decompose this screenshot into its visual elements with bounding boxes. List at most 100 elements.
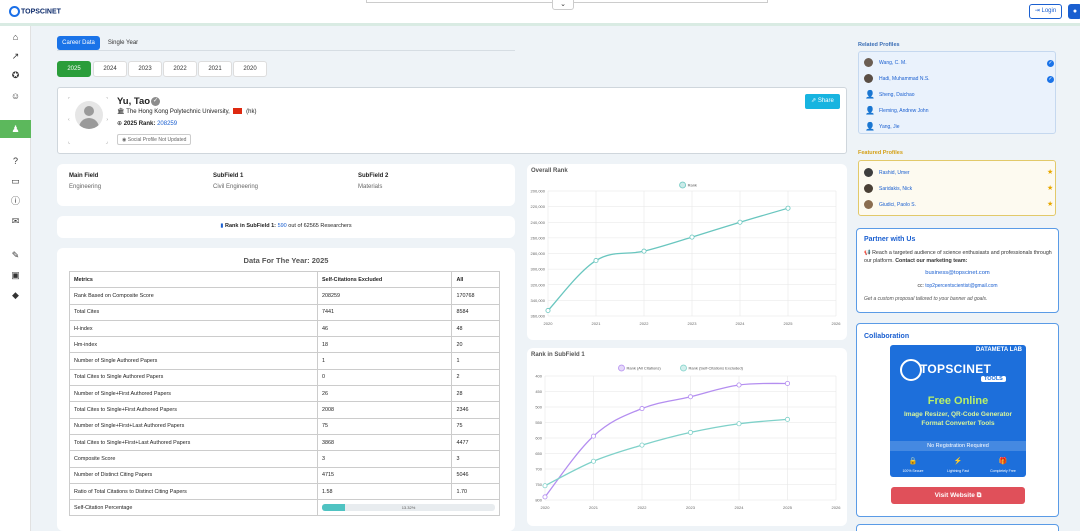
header-metrics: Metrics xyxy=(69,270,318,289)
star-icon: ★ xyxy=(1047,169,1054,176)
share-button[interactable]: ⇗ Share xyxy=(805,94,840,109)
all-value: 170768 xyxy=(451,287,500,305)
partner-email[interactable]: business@topscinet.com xyxy=(925,270,990,276)
fields-card: Main Field Engineering SubField 1 Civil … xyxy=(57,164,515,206)
related-profile-link[interactable]: Hadi, Muhammad N.S. xyxy=(879,76,930,82)
tab-career-data[interactable]: Career Data xyxy=(57,36,100,50)
avatar xyxy=(864,200,873,209)
table-row: Total Cites to Single+First Authored Pap… xyxy=(69,401,500,419)
year-button-2022[interactable]: 2022 xyxy=(163,61,197,77)
table-row: Total Cites 7441 8584 xyxy=(69,303,500,321)
legend-label: Rank (All Citations) xyxy=(627,366,662,371)
subfield1-label: SubField 1 xyxy=(213,173,244,179)
y-tick-label: 300,000 xyxy=(531,267,546,272)
related-profile-link[interactable]: Fleming, Andrew John xyxy=(879,108,929,114)
all-value: 28 xyxy=(451,385,500,403)
data-point xyxy=(542,483,548,489)
y-tick-label: 400 xyxy=(535,374,542,379)
year-button-2020[interactable]: 2020 xyxy=(233,61,267,77)
metric-name: Total Cites to Single+First+Last Authore… xyxy=(69,433,318,452)
avatar xyxy=(864,168,873,177)
promo-feature-1: 100% Secure xyxy=(902,469,924,473)
external-link-icon: ⧉ xyxy=(976,492,982,499)
promo-line2: Format Converter Tools xyxy=(921,420,995,427)
self-excluded-value: 1 xyxy=(316,352,453,370)
related-profiles-title: Related Profiles xyxy=(858,42,900,48)
year-button-2024[interactable]: 2024 xyxy=(93,61,127,77)
featured-profiles-box: Rashid, Umer ★ Saridakis, Nick ★ Giudici… xyxy=(858,160,1056,216)
chart-icon[interactable]: ↗ xyxy=(11,51,20,61)
year-button-2021[interactable]: 2021 xyxy=(198,61,232,77)
metric-name: Number of Single+First Authored Papers xyxy=(69,385,318,403)
promo-banner[interactable]: DATAMETA LAB TOPSCINET TOOLS Free Online… xyxy=(890,345,1026,477)
y-tick-label: 220,000 xyxy=(531,204,546,209)
x-tick-label: 2020 xyxy=(544,321,554,326)
help-icon[interactable]: ? xyxy=(12,156,18,166)
user-icon[interactable]: ● xyxy=(1068,4,1080,19)
self-excluded-value: 46 xyxy=(316,319,453,338)
user-check-icon[interactable]: ☺ xyxy=(10,91,21,101)
featured-profiles-title: Featured Profiles xyxy=(858,150,903,156)
metric-name: Number of Distinct Citing Papers xyxy=(69,466,318,484)
x-tick-label: 2022 xyxy=(640,321,650,326)
metric-name: Number of Single Authored Papers xyxy=(69,352,318,370)
users-icon[interactable]: ♟ xyxy=(0,120,31,138)
series-line xyxy=(547,207,789,311)
id-card-icon[interactable]: ▭ xyxy=(11,176,20,186)
x-tick-label: 2025 xyxy=(783,505,793,510)
social-profile-badge: ◉ Social Profile Not Updated xyxy=(117,134,192,145)
all-value: 8584 xyxy=(451,303,500,321)
partner-cc-email[interactable]: top2percentscientist@gmail.com xyxy=(925,283,998,289)
wrench-icon[interactable]: ✎ xyxy=(11,250,20,260)
partner-text: 📢 Reach a targeted audience of science e… xyxy=(864,250,1052,264)
site-logo[interactable]: TOPSCINET xyxy=(9,6,61,17)
y-tick-label: 650 xyxy=(535,451,542,456)
legend-marker xyxy=(679,181,687,189)
self-citation-progress-fill xyxy=(322,504,346,512)
featured-profile-link[interactable]: Giudici, Paolo S. xyxy=(879,202,916,208)
all-value: 48 xyxy=(451,319,500,338)
y-tick-label: 450 xyxy=(535,389,542,394)
tag-icon[interactable]: ◆ xyxy=(12,290,19,300)
year-button-2025[interactable]: 2025 xyxy=(57,61,91,77)
header-self-citations-excluded: Self-Citations Excluded xyxy=(316,270,453,289)
y-tick-label: 500 xyxy=(535,405,542,410)
self-citation-value: 13.32% xyxy=(401,505,416,511)
data-point xyxy=(593,258,599,264)
data-point xyxy=(737,219,743,225)
main-field-label: Main Field xyxy=(69,173,99,179)
self-citation-label: Self-Citation Percentage xyxy=(69,499,318,517)
promo-gear-icon xyxy=(900,359,922,381)
login-button[interactable]: ⇥ Login xyxy=(1029,4,1062,19)
rank-label: 2025 Rank: xyxy=(123,121,156,127)
collaboration-title: Collaboration xyxy=(864,333,910,340)
tab-single-year[interactable]: Single Year xyxy=(107,40,139,46)
featured-profile-link[interactable]: Rashid, Umer xyxy=(879,170,910,176)
related-profile-link[interactable]: Yang, Jie xyxy=(879,124,900,130)
x-tick-label: 2024 xyxy=(736,321,746,326)
x-tick-label: 2021 xyxy=(589,505,599,510)
award-icon[interactable]: ✪ xyxy=(11,70,20,80)
info-icon[interactable]: ⓘ xyxy=(10,196,20,206)
mail-icon[interactable]: ✉ xyxy=(11,216,20,226)
y-tick-label: 240,000 xyxy=(531,220,546,225)
promo-logo-sub: TOOLS xyxy=(981,376,1006,382)
related-profile-link[interactable]: Wang, C. M. xyxy=(879,60,907,66)
table-row: Number of Single+First Authored Papers 26… xyxy=(69,385,500,403)
self-citation-progress: 13.32% xyxy=(322,504,495,512)
data-point xyxy=(736,421,742,427)
star-icon: ★ xyxy=(1047,185,1054,192)
chevron-down-icon[interactable]: ⌄ xyxy=(552,0,574,10)
legend-label: Rank xyxy=(688,183,697,188)
avatar xyxy=(75,101,103,129)
related-profile-link[interactable]: Sheng, Daichao xyxy=(879,92,915,98)
megaphone-icon: 📢 xyxy=(864,250,871,256)
visit-website-button[interactable]: Visit Website ⧉ xyxy=(891,487,1025,504)
partner-card: Partner with Us 📢 Reach a targeted audie… xyxy=(856,228,1059,313)
promo-feature-2: Lightning Fast xyxy=(947,469,969,473)
year-button-2023[interactable]: 2023 xyxy=(128,61,162,77)
home-icon[interactable]: ⌂ xyxy=(12,32,19,42)
table-row: Number of Distinct Citing Papers 4715 5046 xyxy=(69,466,500,484)
briefcase-icon[interactable]: ▣ xyxy=(11,270,20,280)
featured-profile-link[interactable]: Saridakis, Nick xyxy=(879,186,913,192)
